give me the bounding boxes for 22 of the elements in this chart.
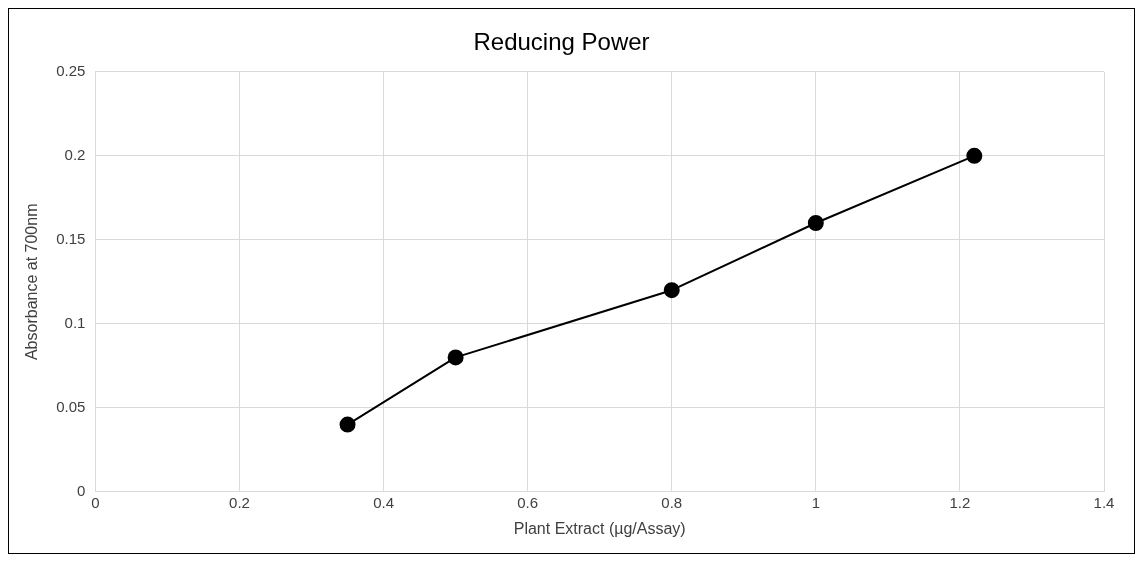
x-tick-label: 0.8: [661, 493, 683, 511]
x-tick-label: 0: [91, 493, 100, 511]
y-tick-label: 0.15: [56, 229, 86, 247]
x-tick-label: 0.2: [229, 493, 250, 511]
point: [339, 416, 356, 433]
y-tick-label: 0.25: [56, 61, 86, 79]
x-axis-title: Plant Extract (µg/Assay): [513, 519, 686, 537]
x-tick-label: 0.4: [373, 493, 394, 511]
point: [663, 282, 680, 299]
y-tick-label: 0.1: [64, 313, 86, 331]
y-tick-label: 0: [77, 481, 86, 499]
x-tick-label: 1: [811, 493, 820, 511]
x-tick-label: 0.6: [517, 493, 539, 511]
x-tick-label: 1.2: [949, 493, 971, 511]
y-tick-label: 0.2: [64, 145, 86, 163]
point: [966, 147, 983, 164]
y-axis-title: Absorbance at 700nm: [23, 203, 41, 361]
y-tick-label: 0.05: [56, 397, 86, 415]
point: [447, 349, 464, 366]
x-tick-label: 1.4: [1093, 493, 1115, 511]
chart-title: Reducing Power: [473, 28, 650, 56]
point: [807, 215, 824, 231]
